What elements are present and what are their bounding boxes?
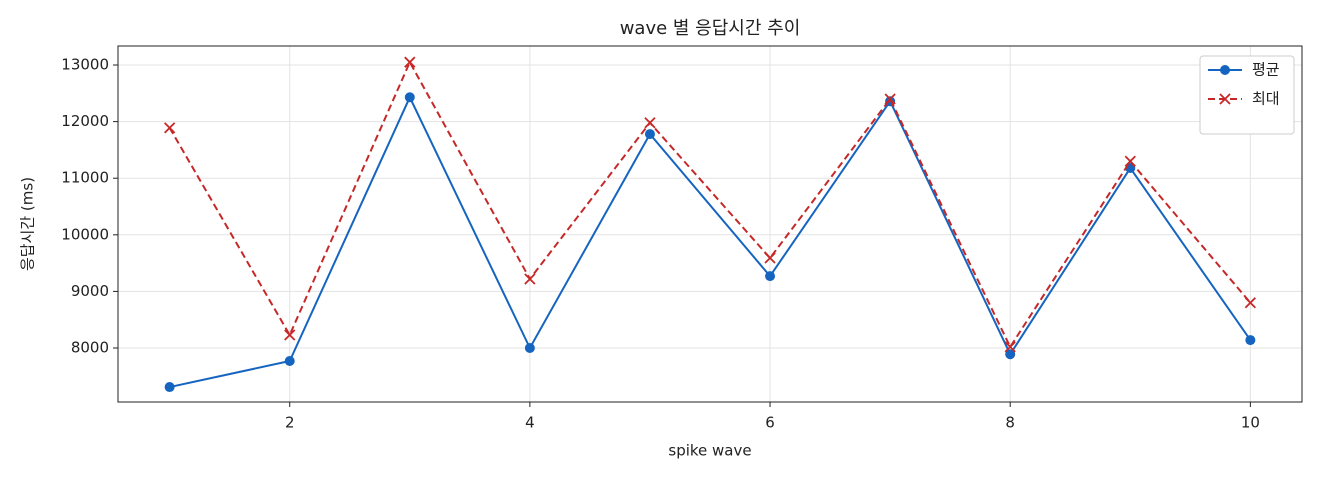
x-tick-label: 6 bbox=[765, 414, 775, 432]
plot-frame bbox=[117, 45, 1303, 403]
marker bbox=[1005, 349, 1016, 360]
marker bbox=[1244, 297, 1257, 309]
marker bbox=[1220, 65, 1230, 75]
marker bbox=[284, 329, 296, 341]
series-line bbox=[168, 59, 1252, 349]
x-tick-label: 10 bbox=[1241, 414, 1260, 432]
marker bbox=[644, 129, 655, 140]
marker bbox=[163, 122, 176, 134]
legend-label: 최대 bbox=[1252, 90, 1280, 108]
y-tick-label: 8000 bbox=[71, 339, 109, 357]
x-axis-label: spike wave bbox=[668, 442, 751, 460]
marker bbox=[164, 382, 175, 393]
marker bbox=[644, 117, 656, 129]
x-tick-label: 8 bbox=[1005, 414, 1015, 432]
legend-box bbox=[1199, 55, 1295, 135]
marker bbox=[884, 93, 896, 105]
marker bbox=[1004, 341, 1016, 353]
y-tick-label: 13000 bbox=[61, 56, 109, 74]
x-tick-label: 2 bbox=[285, 414, 295, 432]
y-tick-label: 10000 bbox=[61, 225, 109, 243]
marker bbox=[524, 273, 536, 285]
marker bbox=[765, 271, 776, 282]
series-line bbox=[169, 94, 1252, 389]
marker bbox=[284, 356, 295, 367]
marker bbox=[1124, 155, 1136, 167]
y-tick-label: 11000 bbox=[61, 169, 109, 187]
legend-label: 평균 bbox=[1252, 61, 1280, 79]
x-tick-label: 4 bbox=[525, 414, 535, 432]
marker bbox=[524, 343, 535, 354]
marker bbox=[1219, 93, 1231, 105]
marker bbox=[764, 252, 776, 264]
y-tick-label: 9000 bbox=[71, 282, 109, 300]
chart-title: wave 별 응답시간 추이 bbox=[620, 18, 801, 39]
marker bbox=[1245, 335, 1256, 346]
y-tick-label: 12000 bbox=[61, 112, 109, 130]
y-axis-label: 응답시간 (ms) bbox=[19, 177, 37, 271]
marker bbox=[404, 56, 416, 68]
marker bbox=[404, 92, 415, 103]
